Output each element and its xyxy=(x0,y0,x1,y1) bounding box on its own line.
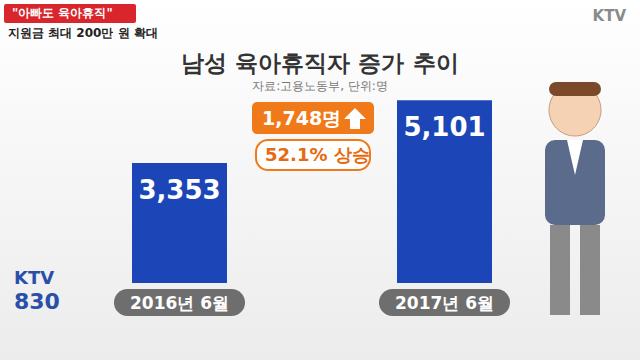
svg-text:KTV: KTV xyxy=(14,267,54,288)
svg-text:5,101: 5,101 xyxy=(403,112,485,142)
svg-text:남성 육아휴직자 증가 추이: 남성 육아휴직자 증가 추이 xyxy=(181,50,458,76)
svg-text:1,748명: 1,748명 xyxy=(262,107,341,129)
svg-text:2017년 6월: 2017년 6월 xyxy=(395,293,494,313)
svg-text:830: 830 xyxy=(14,289,60,314)
svg-text:52.1% 상승: 52.1% 상승 xyxy=(265,144,370,165)
svg-text:자료:고용노동부, 단위:명: 자료:고용노동부, 단위:명 xyxy=(252,79,388,93)
svg-text:"아빠도 육아휴직": "아빠도 육아휴직" xyxy=(12,6,113,20)
svg-text:3,353: 3,353 xyxy=(138,175,220,205)
svg-text:지원금 최대 200만 원 확대: 지원금 최대 200만 원 확대 xyxy=(8,26,158,40)
svg-text:2016년 6월: 2016년 6월 xyxy=(130,293,229,313)
svg-text:KTV: KTV xyxy=(593,7,627,25)
